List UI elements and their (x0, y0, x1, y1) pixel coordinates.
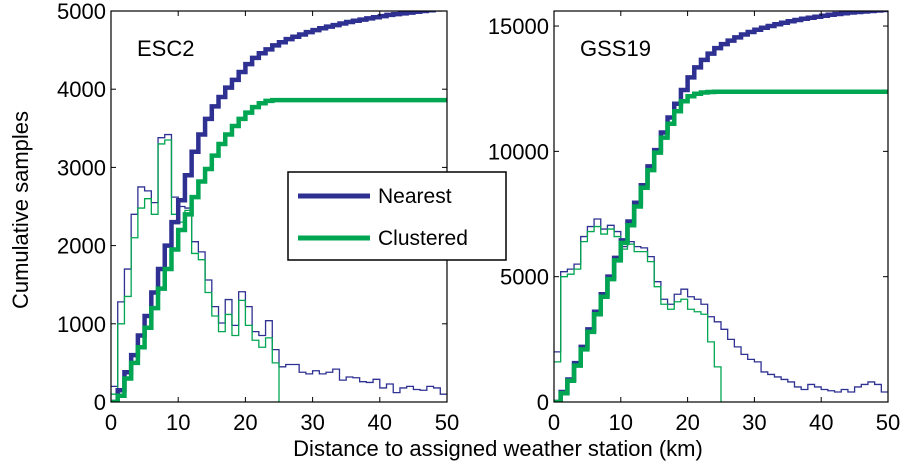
y-axis-label: Cumulative samples (8, 111, 33, 309)
histogram-nearest (554, 218, 888, 393)
panel-gss19: 0 10 20 30 40 50 0 5000 10000 15000 GSS19 (488, 10, 900, 435)
panel-esc2: 0 10 20 30 40 50 0 1000 2000 3000 4000 5000 ESC2 (57, 0, 459, 435)
x-tick-label: 20 (233, 410, 257, 435)
x-tick-label: 20 (675, 410, 699, 435)
x-tick-label: 30 (300, 410, 324, 435)
y-tick-label: 4000 (57, 77, 106, 102)
x-tick-label: 10 (166, 410, 190, 435)
x-tick-label: 0 (548, 410, 560, 435)
x-tick-label: 30 (742, 410, 766, 435)
panel-title: GSS19 (580, 36, 651, 61)
y-tick-label: 0 (537, 390, 549, 415)
x-tick-label: 0 (105, 410, 117, 435)
x-tick-label: 10 (609, 410, 633, 435)
panel-title: ESC2 (137, 36, 194, 61)
x-tick-label: 40 (809, 410, 833, 435)
legend-label-clustered: Clustered (378, 227, 468, 250)
cumulative-line-nearest (554, 11, 888, 402)
legend-box (287, 171, 507, 261)
histogram-clustered (111, 139, 280, 402)
x-tick-label: 50 (435, 410, 459, 435)
legend-label-nearest: Nearest (378, 185, 452, 208)
y-tick-label: 3000 (57, 155, 106, 180)
x-axis-label: Distance to assigned weather station (km… (293, 436, 703, 461)
histogram-clustered (554, 225, 722, 402)
y-tick-label: 2000 (57, 234, 106, 259)
y-tick-label: 10000 (488, 139, 549, 164)
y-tick-label: 5000 (500, 265, 549, 290)
cumulative-line-nearest (111, 11, 443, 402)
y-tick-label: 15000 (488, 14, 549, 39)
cumulative-line-clustered (554, 89, 888, 402)
x-tick-label: 50 (876, 410, 900, 435)
y-tick-label: 5000 (57, 0, 106, 24)
cumulative-line-clustered (111, 97, 447, 402)
histogram-nearest (111, 133, 447, 395)
y-tick-label: 1000 (57, 312, 106, 337)
axes-frame (553, 10, 889, 403)
y-tick-label: 0 (94, 390, 106, 415)
x-tick-label: 40 (368, 410, 392, 435)
legend: Nearest Clustered (287, 171, 507, 261)
